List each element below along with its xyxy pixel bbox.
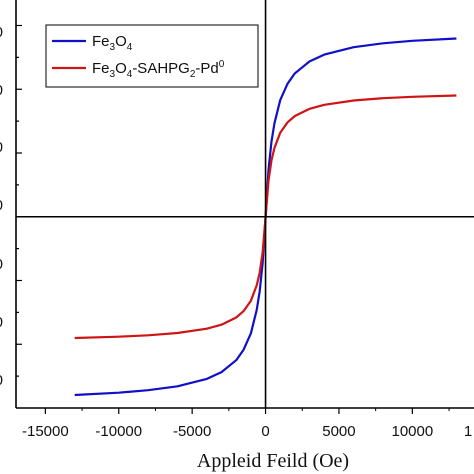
legend-box xyxy=(45,24,259,88)
x-tick-label: 1 xyxy=(464,423,472,440)
y-tick-label: 00 xyxy=(0,197,3,214)
legend-label-1: Fe3O4 xyxy=(92,33,133,53)
legend-label-2: Fe3O4-SAHPG2-Pd0 xyxy=(92,59,225,80)
x-tick-label: -15000 xyxy=(22,423,69,440)
y-tick-label: 00 xyxy=(0,256,3,273)
x-axis-title: Appleid Feild (Oe) xyxy=(197,450,349,472)
y-tick-label: 00 xyxy=(0,314,3,331)
axes-layer xyxy=(15,0,474,409)
x-tick-label: 10000 xyxy=(391,423,433,440)
y-tick-label: 00 xyxy=(0,372,3,389)
x-tick-label: 0 xyxy=(261,423,269,440)
y-tick-label: 00 xyxy=(0,82,3,99)
ticks-layer: -15000-10000-500005000100001000000000000… xyxy=(0,24,472,440)
x-tick-label: 5000 xyxy=(322,423,355,440)
y-tick-label: 00 xyxy=(0,139,3,156)
x-tick-label: -5000 xyxy=(173,423,211,440)
x-tick-label: -10000 xyxy=(95,423,142,440)
y-tick-label: 00 xyxy=(0,24,3,41)
legend: Fe3O4 Fe3O4-SAHPG2-Pd0 xyxy=(45,24,259,88)
